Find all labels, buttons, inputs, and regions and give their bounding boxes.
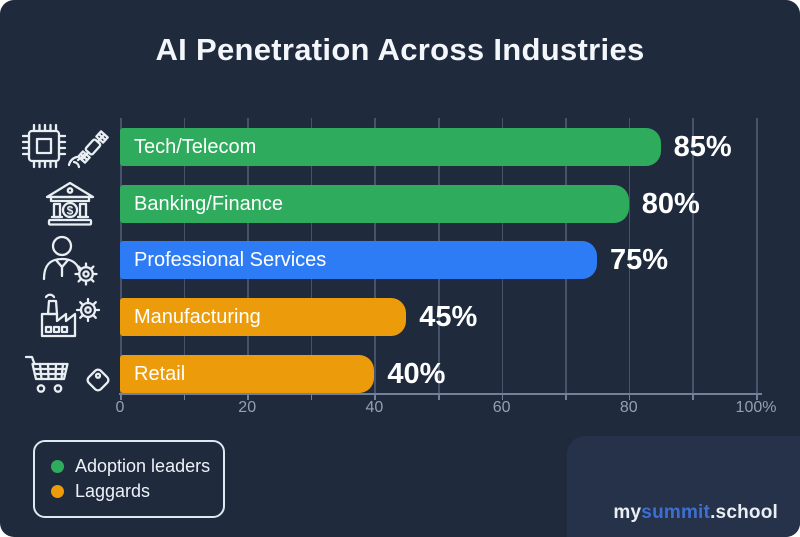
- row-icon-professional-services: [22, 233, 118, 289]
- tick-stub: [247, 395, 249, 400]
- legend-dot-orange: [51, 485, 64, 498]
- brand-part-school: .school: [710, 502, 778, 523]
- x-axis-tick-label: 40: [365, 399, 384, 416]
- gridline: [756, 118, 758, 394]
- x-axis-tick-label: 0: [115, 399, 125, 416]
- x-axis-labels: 0 20 40 60 80 100%: [116, 399, 777, 419]
- bar-row-manufacturing: Manufacturing 45%: [120, 298, 800, 336]
- person-gear-icon: [42, 235, 98, 286]
- value-label: 85%: [673, 130, 732, 163]
- x-axis-tick-label: 80: [619, 399, 638, 416]
- legend-item-laggards: Laggards: [51, 481, 207, 502]
- legend-label: Laggards: [75, 481, 151, 501]
- gridline: [692, 118, 694, 394]
- tick-stub: [692, 395, 694, 400]
- row-icon-manufacturing: [22, 290, 118, 346]
- factory-gear-icon: [40, 293, 101, 338]
- svg-text:$: $: [67, 204, 74, 218]
- bar-row-professional-services: Professional Services 75%: [120, 241, 800, 279]
- gridline: [628, 118, 631, 394]
- tick-stub: [438, 395, 440, 400]
- x-axis-tick-label: 20: [238, 399, 257, 416]
- bar-row-retail: Retail 40%: [120, 355, 800, 393]
- legend-item-adoption-leaders: Adoption leaders: [51, 456, 211, 477]
- bar-retail: Retail: [120, 355, 375, 393]
- value-label: 80%: [641, 187, 700, 220]
- value-label: 45%: [419, 300, 478, 333]
- legend-dot-green: [51, 460, 64, 473]
- value-label: 75%: [610, 243, 669, 276]
- row-icon-banking-finance: $: [22, 177, 118, 233]
- tick-stub: [565, 395, 567, 400]
- bar-label: Banking/Finance: [134, 192, 283, 215]
- bar-label: Professional Services: [134, 248, 327, 271]
- x-axis-line: [119, 393, 762, 395]
- corner-panel: [567, 436, 800, 537]
- bar-professional-services: Professional Services: [120, 241, 597, 279]
- bank-icon: $: [45, 181, 95, 226]
- microchip-satellite-icon: [22, 123, 109, 169]
- tick-stub: [756, 395, 758, 400]
- row-icon-tech-telecom: [22, 120, 118, 176]
- row-icon-retail: [22, 347, 118, 403]
- x-axis-tick-label: 60: [492, 399, 511, 416]
- bar-row-tech-telecom: Tech/Telecom 85%: [120, 128, 800, 166]
- bar-label: Tech/Telecom: [134, 135, 257, 158]
- bar-banking-finance: Banking/Finance: [120, 185, 629, 223]
- tick-stub: [183, 395, 186, 400]
- bar-manufacturing: Manufacturing: [120, 298, 407, 336]
- bar-label: Manufacturing: [134, 305, 261, 328]
- tick-stub: [501, 395, 504, 400]
- tick-stub: [628, 395, 631, 400]
- tick-stub: [120, 395, 122, 400]
- brand-part-summit: summit: [641, 502, 711, 523]
- legend-label: Adoption leaders: [75, 456, 211, 476]
- x-axis-tick-label: 100%: [735, 399, 777, 416]
- chart-title: AI Penetration Across Industries: [155, 32, 645, 67]
- bar-tech-telecom: Tech/Telecom: [120, 128, 661, 166]
- legend: Adoption leaders Laggards: [33, 440, 225, 518]
- bar-row-banking-finance: Banking/Finance 80%: [120, 185, 800, 223]
- value-label: 40%: [387, 357, 446, 390]
- brand-logo: mysummit.school: [613, 502, 778, 524]
- tick-stub: [310, 395, 313, 400]
- bar-label: Retail: [134, 362, 186, 385]
- tick-stub: [374, 395, 376, 400]
- cart-tag-icon: [24, 355, 110, 393]
- plot-area: 0 20 40 60 80 100% Tech/Telecom 85% Banking/F…: [116, 118, 776, 416]
- brand-part-my: my: [613, 502, 642, 523]
